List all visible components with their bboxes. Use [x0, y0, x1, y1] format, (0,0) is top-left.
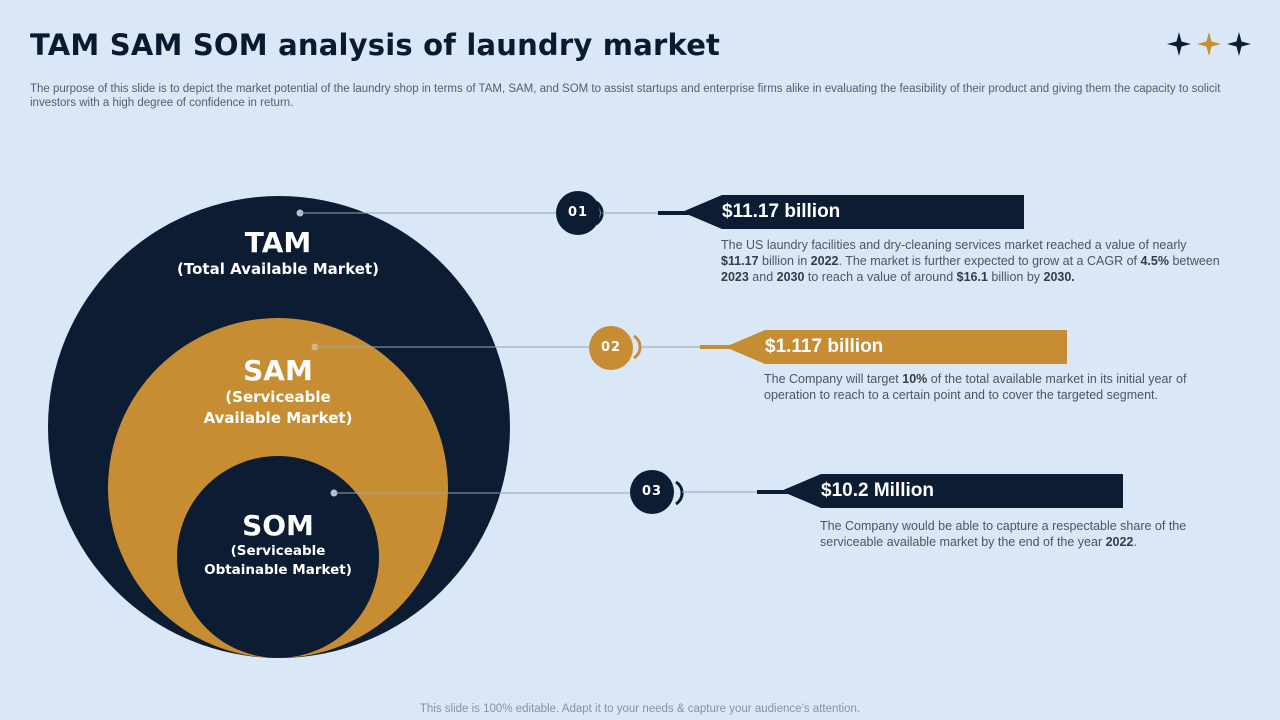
highlight-text: $16.1: [956, 270, 988, 284]
tam-abbr: TAM: [244, 226, 312, 259]
highlight-text: 2030: [776, 270, 805, 284]
star-icon: [1197, 32, 1221, 56]
som-circle: [177, 456, 379, 658]
step-number-02: 02: [589, 326, 633, 370]
som-abbr: SOM: [242, 509, 314, 542]
body-text: billion by: [987, 270, 1044, 284]
highlight-text: 2023: [721, 270, 749, 284]
som-description: The Company would be able to capture a r…: [820, 518, 1220, 550]
tam-label: TAM (Total Available Market): [128, 227, 428, 280]
sam-full-name-line2: Available Market): [203, 409, 353, 427]
sam-label: SAM (Serviceable Available Market): [128, 355, 428, 429]
step-number-03: 03: [630, 470, 674, 514]
connector-arc: [675, 480, 684, 506]
sam-value-banner: $1.117 billion: [725, 330, 1067, 364]
footer-note: This slide is 100% editable. Adapt it to…: [419, 703, 861, 715]
body-text: and: [748, 270, 777, 284]
sam-description: The Company will target 10% of the total…: [764, 371, 1219, 403]
highlight-text: 2022: [810, 254, 839, 268]
body-text: to reach a value of around: [804, 270, 957, 284]
sam-abbr: SAM: [243, 354, 313, 387]
som-full-name-line2: Obtainable Market): [204, 562, 352, 578]
highlight-text: 4.5%: [1140, 254, 1169, 268]
body-text: .: [1133, 535, 1137, 549]
sam-full-name-line1: (Serviceable: [225, 388, 331, 406]
highlight-text: 2030.: [1043, 270, 1075, 284]
som-value-banner: $10.2 Million: [781, 474, 1123, 508]
body-text: billion in: [758, 254, 811, 268]
tam-description: The US laundry facilities and dry-cleani…: [721, 237, 1221, 285]
tam-full-name: (Total Available Market): [177, 260, 379, 278]
star-icon: [1227, 32, 1251, 56]
body-text: The Company will target: [764, 372, 903, 386]
highlight-text: 10%: [902, 372, 928, 386]
highlight-text: $11.17: [721, 254, 759, 268]
som-label: SOM (Serviceable Obtainable Market): [178, 510, 378, 580]
tam-value-banner: $11.17 billion: [682, 195, 1024, 229]
body-text: The US laundry facilities and dry-cleani…: [721, 238, 1187, 252]
star-icon: [1167, 32, 1191, 56]
sparkle-stars-icon: [1167, 32, 1251, 56]
highlight-text: 2022: [1105, 535, 1134, 549]
som-full-name-line1: (Serviceable: [230, 543, 326, 559]
body-text: of the total available market in its ini…: [764, 372, 1187, 402]
slide-subtitle: The purpose of this slide is to depict t…: [30, 83, 1221, 109]
slide-title: TAM SAM SOM analysis of laundry market: [30, 28, 721, 62]
step-number-01: 01: [556, 191, 600, 235]
sam-value: $1.117 billion: [765, 336, 884, 357]
connector-arc: [633, 334, 642, 360]
som-value: $10.2 Million: [821, 480, 934, 501]
body-text: . The market is further expected to grow…: [838, 254, 1141, 268]
tam-value: $11.17 billion: [722, 201, 841, 222]
body-text: The Company would be able to capture a r…: [820, 519, 1187, 549]
body-text: between: [1168, 254, 1220, 268]
